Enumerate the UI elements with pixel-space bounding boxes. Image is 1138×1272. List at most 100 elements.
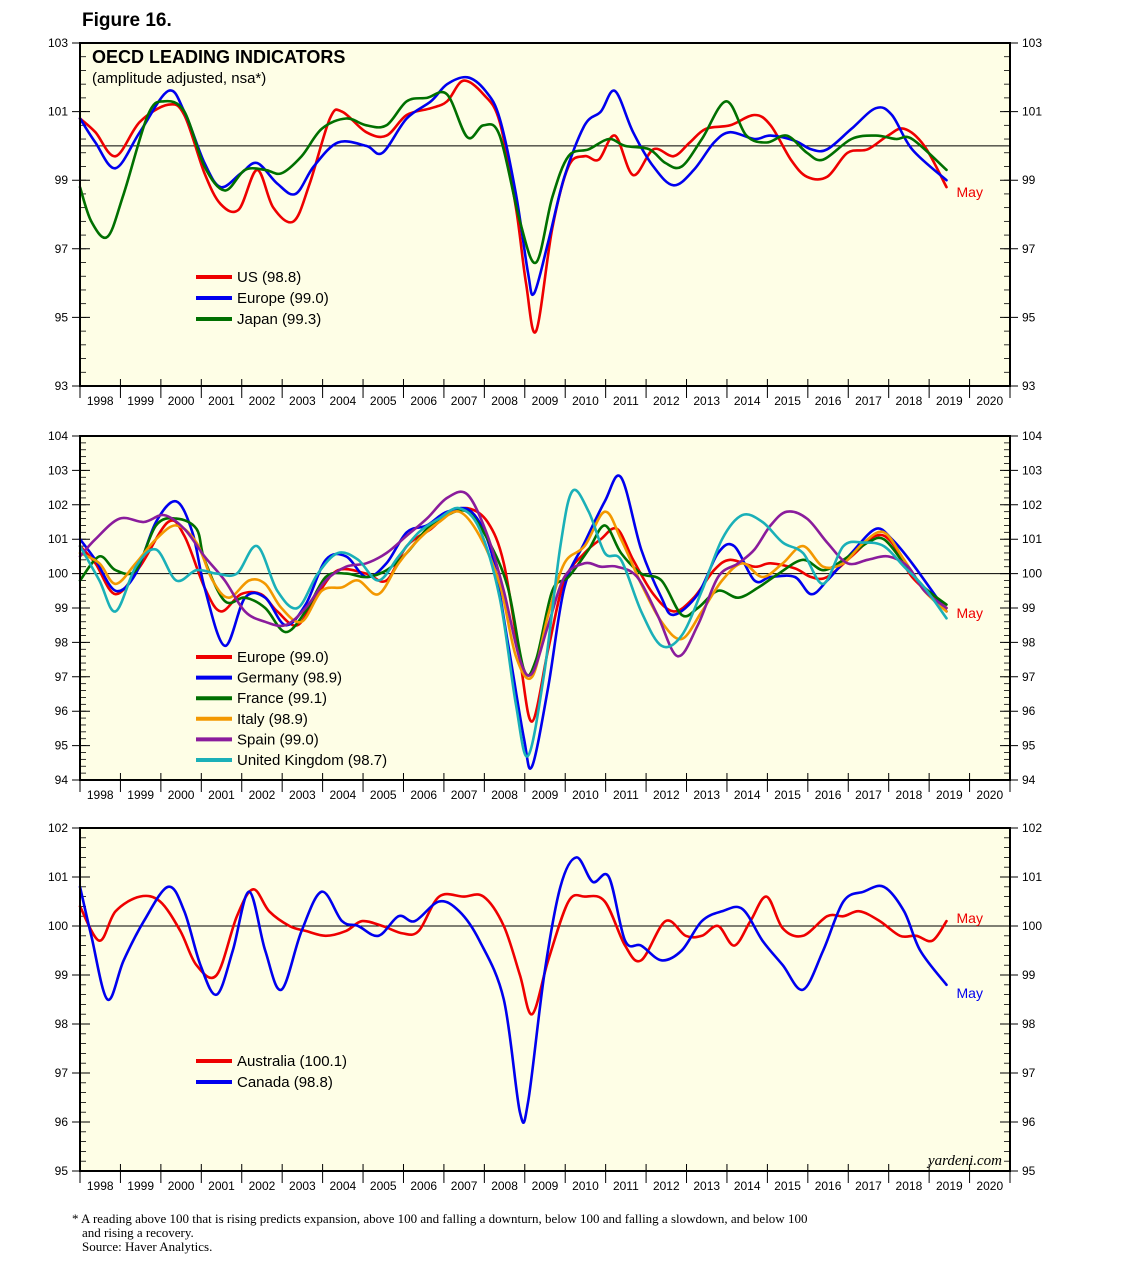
x-tick-label: 2000	[168, 1179, 195, 1193]
y-tick-label-left: 95	[55, 310, 69, 324]
end-label-may: May	[957, 910, 983, 926]
x-tick-label: 2019	[936, 394, 963, 408]
x-tick-label: 2005	[370, 1179, 397, 1193]
x-tick-label: 2013	[693, 394, 720, 408]
charts-canvas: 93 93 95 95 97 97 99 99 101 101 103 103 1998 1999 2000…	[48, 36, 1042, 1193]
x-tick-label: 2019	[936, 1179, 963, 1193]
series-line-canada	[78, 856, 948, 1124]
y-tick-label-right: 93	[1022, 379, 1036, 393]
x-tick-label: 2008	[491, 394, 518, 408]
x-tick-label: 2008	[491, 1179, 518, 1193]
x-tick-label: 2011	[613, 788, 639, 802]
x-tick-label: 2003	[289, 1179, 316, 1193]
y-tick-label-left: 103	[48, 36, 68, 50]
legend-label: France (99.1)	[237, 690, 327, 707]
x-tick-label: 2006	[410, 1179, 437, 1193]
x-tick-label: 2012	[653, 788, 680, 802]
y-tick-label-right: 96	[1022, 704, 1036, 718]
y-tick-label-right: 104	[1022, 429, 1042, 443]
y-tick-label-left: 101	[48, 870, 68, 884]
x-tick-label: 2010	[572, 1179, 599, 1193]
y-tick-label-left: 99	[55, 968, 69, 982]
x-tick-label: 2009	[532, 1179, 559, 1193]
x-tick-label: 2014	[734, 788, 761, 802]
x-tick-label: 2011	[613, 394, 639, 408]
x-tick-label: 2012	[653, 1179, 680, 1193]
x-tick-label: 2016	[815, 1179, 842, 1193]
y-tick-label-right: 97	[1022, 1066, 1036, 1080]
y-tick-label-left: 99	[55, 601, 69, 615]
x-tick-label: 2008	[491, 788, 518, 802]
chart-subtitle: (amplitude adjusted, nsa*)	[92, 70, 266, 87]
x-tick-label: 2017	[855, 1179, 882, 1193]
x-tick-label: 2002	[249, 1179, 276, 1193]
x-tick-label: 2016	[815, 788, 842, 802]
x-tick-label: 2004	[329, 788, 356, 802]
chart-panel-2: 94 94 95 95 96 96 97 97 98 98 99 99 100 100 101 101 102 1…	[48, 429, 1042, 802]
x-tick-label: 2012	[653, 394, 680, 408]
x-tick-label: 2004	[329, 394, 356, 408]
x-tick-label: 1998	[87, 788, 114, 802]
y-tick-label-left: 102	[48, 821, 68, 835]
x-tick-label: 2020	[976, 1179, 1003, 1193]
y-tick-label-right: 97	[1022, 670, 1036, 684]
y-tick-label-left: 96	[55, 1115, 69, 1129]
end-label-may: May	[957, 184, 983, 200]
x-tick-label: 2015	[774, 788, 801, 802]
y-tick-label-left: 93	[55, 379, 69, 393]
x-tick-label: 2020	[976, 394, 1003, 408]
legend-label: Italy (98.9)	[237, 711, 308, 728]
series-line-australia	[78, 888, 948, 1016]
x-tick-label: 2010	[572, 788, 599, 802]
y-tick-label-right: 102	[1022, 821, 1042, 835]
legend-label: Europe (99.0)	[237, 290, 329, 307]
plot-frame	[79, 42, 1011, 387]
x-tick-label: 2013	[693, 788, 720, 802]
x-tick-label: 2018	[896, 1179, 923, 1193]
x-tick-label: 2014	[734, 394, 761, 408]
y-tick-label-left: 103	[48, 463, 68, 477]
legend-label: Australia (100.1)	[237, 1053, 347, 1070]
y-tick-label-right: 98	[1022, 1017, 1036, 1031]
x-tick-label: 2017	[855, 394, 882, 408]
y-tick-label-right: 98	[1022, 635, 1036, 649]
legend-label: Europe (99.0)	[237, 649, 329, 666]
x-tick-label: 2009	[532, 788, 559, 802]
plot-frame	[79, 827, 1011, 1172]
x-tick-label: 2020	[976, 788, 1003, 802]
y-tick-label-right: 99	[1022, 173, 1036, 187]
x-tick-label: 2005	[370, 394, 397, 408]
chart-title: OECD LEADING INDICATORS	[92, 47, 345, 67]
x-tick-label: 2018	[896, 394, 923, 408]
y-tick-label-right: 99	[1022, 601, 1036, 615]
chart-panel-3: 95 95 96 96 97 97 98 98 99 99 100 100 101 101 102 102 19…	[48, 821, 1042, 1193]
x-tick-label: 2001	[208, 394, 235, 408]
y-tick-label-left: 98	[55, 1017, 69, 1031]
footnote-line-2: and rising a recovery.	[82, 1225, 194, 1240]
x-tick-label: 2005	[370, 788, 397, 802]
x-tick-label: 2002	[249, 394, 276, 408]
y-tick-label-right: 103	[1022, 463, 1042, 477]
x-tick-label: 1998	[87, 394, 114, 408]
x-tick-label: 2017	[855, 788, 882, 802]
legend-label: United Kingdom (98.7)	[237, 752, 387, 769]
x-tick-label: 2002	[249, 788, 276, 802]
x-tick-label: 2019	[936, 788, 963, 802]
x-tick-label: 1999	[127, 788, 154, 802]
x-tick-label: 2006	[410, 788, 437, 802]
x-tick-label: 2000	[168, 788, 195, 802]
x-tick-label: 2000	[168, 394, 195, 408]
y-tick-label-left: 101	[48, 532, 68, 546]
end-label-may: May	[957, 605, 983, 621]
y-tick-label-right: 97	[1022, 242, 1036, 256]
y-tick-label-right: 99	[1022, 968, 1036, 982]
x-tick-label: 2004	[329, 1179, 356, 1193]
x-tick-label: 2001	[208, 788, 235, 802]
series-line-italy	[78, 510, 948, 680]
x-tick-label: 2007	[451, 394, 478, 408]
x-tick-label: 1999	[127, 394, 154, 408]
legend-label: Spain (99.0)	[237, 731, 319, 748]
x-tick-label: 2009	[532, 394, 559, 408]
x-tick-label: 2013	[693, 1179, 720, 1193]
legend-label: Canada (98.8)	[237, 1074, 333, 1091]
